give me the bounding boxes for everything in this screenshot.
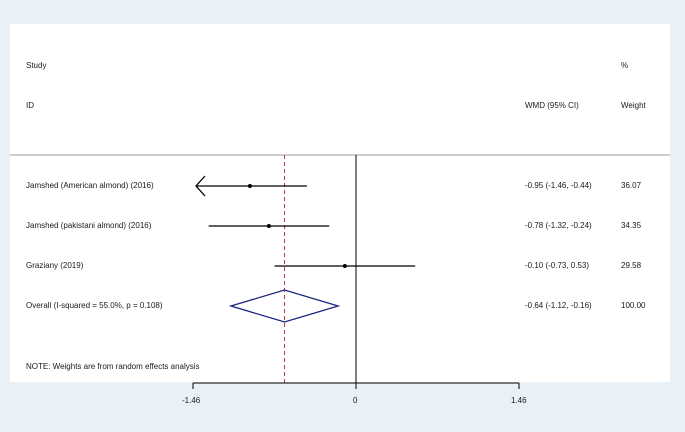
overall-weight: 100.00	[621, 301, 646, 310]
study-header: Study	[26, 61, 47, 70]
weight-1: 36.07	[621, 181, 642, 190]
study-label-2: Jamshed (pakistani almond) (2016)	[26, 221, 152, 230]
percent-header: %	[621, 61, 629, 70]
point-estimate-2	[266, 224, 271, 228]
point-estimate-3	[342, 264, 347, 268]
id-header: ID	[26, 101, 34, 110]
weight-header: Weight	[621, 101, 646, 110]
overall-ci-text: -0.64 (-1.12, -0.16)	[525, 301, 592, 310]
ci-arrow-1	[195, 175, 206, 197]
study-label-3: Graziany (2019)	[26, 261, 84, 270]
ci-text-1: -0.95 (-1.46, -0.44)	[525, 181, 592, 190]
x-tick-label-neg: -1.46	[182, 396, 201, 405]
ci-text-2: -0.78 (-1.32, -0.24)	[525, 221, 592, 230]
ci-text-3: -0.10 (-0.73, 0.53)	[525, 261, 590, 270]
note-text: NOTE: Weights are from random effects an…	[26, 362, 200, 371]
overall-diamond	[228, 289, 341, 323]
x-tick-label-zero: 0	[353, 396, 358, 405]
overall-label: Overall (I-squared = 55.0%, p = 0.108)	[26, 301, 163, 310]
plot-panel	[10, 24, 670, 382]
x-tick-label-pos: 1.46	[511, 396, 527, 405]
weight-3: 29.58	[621, 261, 642, 270]
study-label-1: Jamshed (American almond) (2016)	[26, 181, 154, 190]
effect-header: WMD (95% CI)	[525, 101, 579, 110]
point-estimate-1	[247, 184, 252, 188]
weight-2: 34.35	[621, 221, 642, 230]
